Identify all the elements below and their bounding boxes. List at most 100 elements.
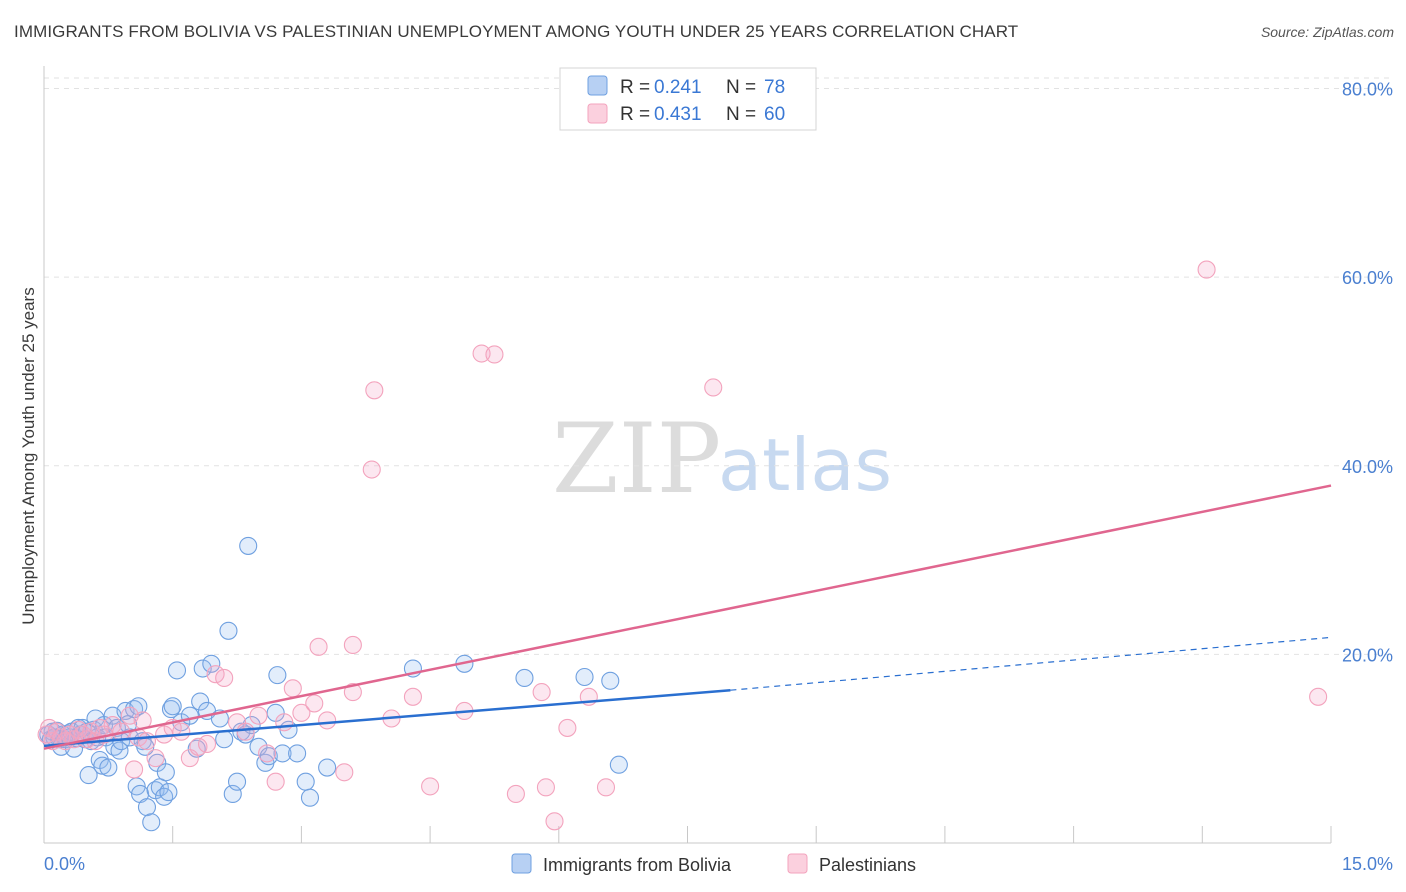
y-tick-label: 20.0% <box>1342 645 1393 665</box>
data-point <box>125 760 144 779</box>
data-point <box>258 744 277 763</box>
data-point <box>506 784 525 804</box>
x-tick-label-left: 0.0% <box>44 854 85 874</box>
legend-swatch-palestinians <box>787 853 808 874</box>
series-palestinians-points <box>37 260 1328 831</box>
x-tick-label-right: 15.0% <box>1342 854 1393 874</box>
data-point <box>292 703 311 722</box>
data-point <box>343 683 362 702</box>
trend-line-palestinians <box>43 484 1332 750</box>
legend-label-palestinians: Palestinians <box>819 855 916 875</box>
data-point <box>296 772 315 791</box>
legend-swatch-bolivia <box>511 853 532 874</box>
data-point <box>472 344 491 363</box>
data-point <box>318 711 337 730</box>
data-point <box>215 668 234 688</box>
data-point <box>99 758 118 777</box>
data-point <box>309 637 328 656</box>
data-point <box>142 813 161 832</box>
data-point <box>215 730 234 749</box>
data-point <box>219 621 238 640</box>
chart-title: IMMIGRANTS FROM BOLIVIA VS PALESTINIAN U… <box>14 22 1019 41</box>
data-point <box>343 635 362 654</box>
data-point <box>288 744 307 763</box>
data-point <box>305 694 324 713</box>
data-point <box>1309 687 1328 706</box>
data-point <box>137 798 157 817</box>
data-point <box>335 763 354 782</box>
data-point <box>146 749 165 768</box>
data-point <box>228 772 247 791</box>
data-point <box>79 766 98 785</box>
data-point <box>1197 260 1216 279</box>
stats-r-value-palestinians: 0.431 <box>654 104 702 125</box>
data-point <box>259 747 278 766</box>
data-point <box>365 381 384 400</box>
stats-r-label-palestinians: R = <box>620 104 650 125</box>
data-point <box>197 734 217 754</box>
data-point <box>266 772 285 791</box>
grid <box>44 77 1393 655</box>
data-point <box>206 665 225 684</box>
data-point <box>575 667 594 687</box>
stats-n-label-bolivia: N = <box>726 77 756 98</box>
data-point <box>275 713 294 732</box>
trend-line-bolivia-extension <box>730 636 1332 691</box>
trend-line-bolivia <box>43 688 731 748</box>
data-point <box>202 654 221 673</box>
stats-legend: R = 0.241 N = 78 R = 0.431 N = 60 <box>559 67 817 131</box>
data-point <box>362 460 381 479</box>
data-point <box>156 763 175 782</box>
data-point <box>167 661 187 680</box>
data-point <box>545 812 564 831</box>
stats-r-label-bolivia: R = <box>620 77 650 98</box>
stats-swatch-bolivia <box>587 75 608 96</box>
y-tick-label: 80.0% <box>1342 80 1393 100</box>
data-point <box>159 783 178 802</box>
data-point <box>268 666 287 685</box>
stats-n-label-palestinians: N = <box>726 104 756 125</box>
data-point <box>191 692 210 711</box>
data-point <box>536 778 555 797</box>
data-point <box>180 706 199 725</box>
data-point <box>239 536 258 555</box>
data-point <box>172 722 191 741</box>
stats-r-value-bolivia: 0.241 <box>654 77 702 98</box>
data-point <box>110 741 129 760</box>
bottom-legend: Immigrants from Bolivia Palestinians <box>511 853 916 875</box>
data-point <box>532 683 551 702</box>
data-point <box>283 679 302 698</box>
data-point <box>318 758 337 777</box>
data-point <box>403 687 422 706</box>
data-point <box>515 668 534 688</box>
data-point <box>558 718 577 737</box>
data-point <box>249 706 268 725</box>
axes <box>43 66 1332 844</box>
data-point <box>704 378 723 397</box>
data-point <box>300 788 320 807</box>
data-point <box>273 744 292 763</box>
data-point <box>596 778 616 797</box>
data-point <box>161 700 181 719</box>
stats-n-value-bolivia: 78 <box>764 77 785 98</box>
data-point <box>609 755 628 774</box>
source-credit: Source: ZipAtlas.com <box>1260 24 1394 40</box>
y-tick-label: 60.0% <box>1342 268 1393 288</box>
y-axis-label: Unemployment Among Youth under 25 years <box>19 287 38 624</box>
watermark-zip: ZIP <box>552 403 721 515</box>
data-point <box>421 777 440 796</box>
data-point <box>485 345 504 364</box>
data-point <box>163 697 182 716</box>
data-point <box>137 732 157 751</box>
watermark-atlas: atlas <box>718 423 892 507</box>
y-tick-label: 40.0% <box>1342 457 1393 477</box>
data-point <box>601 671 620 690</box>
y-tick-labels: 20.0% 40.0% 60.0% 80.0% <box>1342 80 1393 666</box>
legend-label-bolivia: Immigrants from Bolivia <box>543 855 732 875</box>
trend-lines <box>43 484 1332 750</box>
data-point <box>236 722 255 741</box>
stats-swatch-palestinians <box>587 103 608 124</box>
data-points <box>37 260 1328 832</box>
watermark: ZIP atlas <box>552 403 892 515</box>
stats-n-value-palestinians: 60 <box>764 104 785 125</box>
